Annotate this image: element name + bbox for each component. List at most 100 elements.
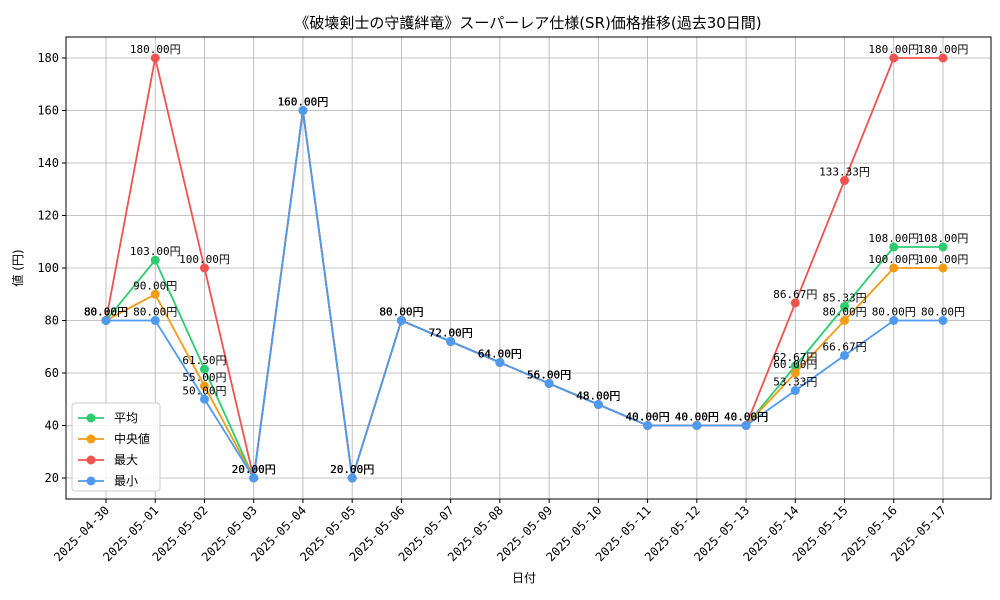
- data-label: 80.00円: [921, 306, 965, 319]
- x-axis: 2025-04-302025-05-012025-05-022025-05-03…: [51, 499, 949, 564]
- data-point: [840, 316, 850, 325]
- data-label: 64.00円: [478, 348, 522, 361]
- y-tick-label: 100: [37, 261, 59, 275]
- data-point: [593, 400, 603, 409]
- data-label: 160.00円: [278, 96, 329, 109]
- data-label: 108.00円: [918, 232, 969, 245]
- data-label: 86.67円: [773, 288, 817, 301]
- data-label: 48.00円: [576, 390, 620, 403]
- data-label: 53.33円: [773, 376, 817, 389]
- data-point: [938, 263, 948, 273]
- data-label: 64.00円: [478, 348, 522, 361]
- data-label: 72.00円: [429, 327, 473, 340]
- data-label: 80.00円: [872, 306, 916, 319]
- data-label: 103.00円: [130, 245, 181, 258]
- legend-marker: [86, 455, 96, 465]
- data-label: 20.00円: [232, 463, 276, 476]
- y-tick-label: 20: [45, 471, 59, 485]
- data-label: 20.00円: [330, 463, 374, 476]
- data-label: 160.00円: [278, 96, 329, 109]
- data-label: 80.00円: [84, 306, 128, 319]
- data-point: [396, 316, 406, 325]
- data-label: 180.00円: [918, 43, 969, 56]
- data-label: 56.00円: [527, 369, 571, 382]
- data-point: [199, 394, 209, 404]
- data-label: 80.00円: [379, 306, 423, 319]
- data-label: 40.00円: [626, 411, 670, 424]
- data-point: [889, 242, 899, 252]
- data-point: [938, 316, 948, 325]
- data-point: [101, 316, 111, 325]
- legend-label: 最小: [114, 474, 138, 488]
- data-label: 133.33円: [819, 166, 870, 179]
- legend-label: 中央値: [114, 431, 150, 446]
- data-label: 66.67円: [822, 340, 866, 353]
- data-point: [199, 364, 209, 374]
- data-label: 90.00円: [133, 279, 177, 292]
- data-label: 40.00円: [675, 411, 719, 424]
- data-label: 80.00円: [379, 306, 423, 319]
- data-point: [150, 289, 160, 299]
- data-label: 85.33円: [822, 292, 866, 305]
- data-label: 64.00円: [478, 348, 522, 361]
- data-label: 20.00円: [232, 463, 276, 476]
- data-label: 64.00円: [478, 348, 522, 361]
- data-point: [840, 176, 850, 186]
- data-point: [840, 302, 850, 312]
- y-tick-label: 140: [37, 156, 59, 170]
- data-label: 80.00円: [133, 306, 177, 319]
- series-line: [105, 110, 943, 481]
- data-point: [150, 53, 160, 63]
- data-point: [790, 298, 800, 308]
- y-tick-label: 120: [37, 209, 59, 223]
- data-label: 56.00円: [527, 369, 571, 382]
- legend-marker: [86, 434, 96, 444]
- data-label: 100.00円: [918, 253, 969, 266]
- data-point: [889, 263, 899, 273]
- data-label: 80.00円: [379, 306, 423, 319]
- data-label: 180.00円: [130, 43, 181, 56]
- data-label: 40.00円: [675, 411, 719, 424]
- data-point: [150, 316, 160, 325]
- series-0: [101, 106, 948, 483]
- data-point: [347, 473, 357, 483]
- data-label: 48.00円: [576, 390, 620, 403]
- data-label: 72.00円: [429, 327, 473, 340]
- series-1: [101, 106, 948, 483]
- data-label: 40.00円: [724, 411, 768, 424]
- y-axis-label: 値 (円): [10, 249, 25, 286]
- legend-label: 最大: [114, 453, 138, 467]
- data-label: 50.00円: [182, 384, 226, 397]
- data-labels: 80.00円 103.00円 61.50円 20.00円 160.00円 20.00円 80…: [84, 43, 968, 476]
- data-label: 40.00円: [626, 411, 670, 424]
- data-point: [790, 361, 800, 371]
- series-line: [105, 110, 943, 482]
- data-label: 72.00円: [429, 327, 473, 340]
- data-label: 62.67円: [773, 351, 817, 364]
- data-label: 100.00円: [179, 253, 230, 266]
- data-point: [643, 421, 653, 430]
- data-point: [495, 358, 505, 367]
- data-point: [199, 263, 209, 273]
- y-tick-label: 60: [45, 366, 59, 380]
- data-label: 56.00円: [527, 369, 571, 382]
- data-point: [150, 255, 160, 265]
- chart-title: 《破壊剣士の守護絆竜》スーパーレア仕様(SR)価格推移(過去30日間): [294, 14, 761, 32]
- data-label: 20.00円: [330, 463, 374, 476]
- data-point: [692, 421, 702, 430]
- data-label: 80.00円: [822, 306, 866, 319]
- data-point: [889, 316, 899, 325]
- data-label: 61.50円: [182, 354, 226, 367]
- data-label: 48.00円: [576, 390, 620, 403]
- data-label: 56.00円: [527, 369, 571, 382]
- data-label: 80.00円: [84, 306, 128, 319]
- data-point: [790, 386, 800, 396]
- data-label: 160.00円: [278, 96, 329, 109]
- data-label: 80.00円: [84, 306, 128, 319]
- data-label: 20.00円: [232, 463, 276, 476]
- data-label: 108.00円: [868, 232, 919, 245]
- data-label: 48.00円: [576, 390, 620, 403]
- legend-marker: [86, 476, 96, 486]
- data-label: 160.00円: [278, 96, 329, 109]
